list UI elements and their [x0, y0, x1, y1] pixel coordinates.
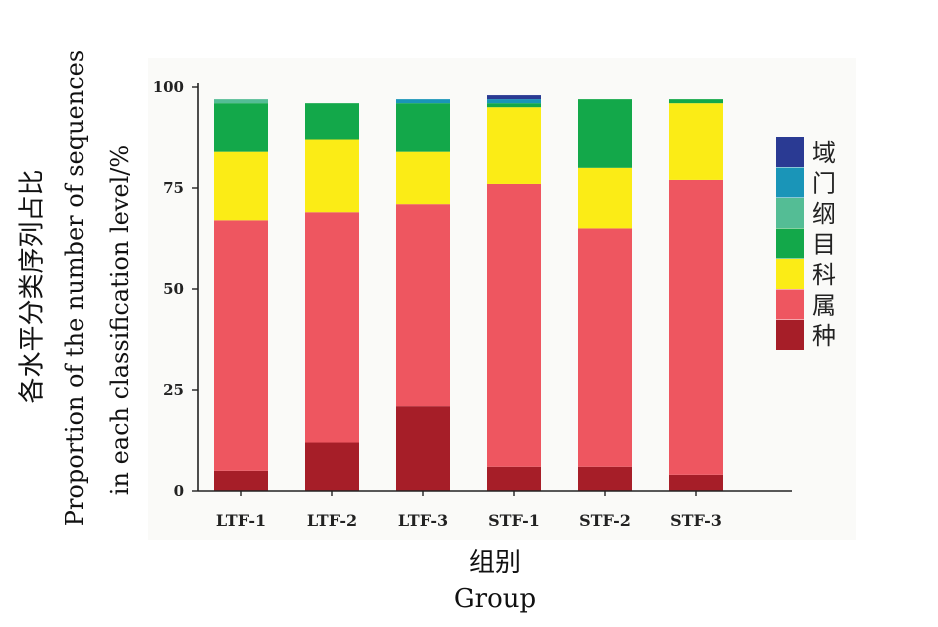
bar-segment-ltf-1-s2: [214, 151, 268, 221]
bar-segment-stf-3-s2: [669, 103, 723, 180]
y-tick-label-0: 0: [174, 482, 184, 500]
x-tick-label-stf-2: STF-2: [579, 511, 631, 530]
bar-segment-stf-2-s2: [578, 167, 632, 229]
legend-label-3: 目: [812, 231, 836, 259]
legend-swatch-0: [776, 137, 804, 167]
legend-label-1: 门: [812, 170, 836, 198]
bar-segment-ltf-1-s4: [214, 99, 268, 104]
bar-segment-stf-1-s2: [487, 107, 541, 184]
bar-segment-stf-3-s3: [669, 99, 723, 104]
y-tick-label-75: 75: [163, 179, 184, 197]
x-tick-label-ltf-3: LTF-3: [398, 511, 448, 530]
y-axis-label-chinese: 各水平分类序列占比: [17, 169, 48, 404]
bar-segment-stf-1-s0: [487, 466, 541, 491]
legend-label-2: 纲: [812, 200, 836, 228]
legend-swatch-3: [776, 228, 804, 259]
bar-segment-ltf-3-s2: [396, 151, 450, 205]
bar-segment-stf-2-s1: [578, 228, 632, 467]
y-tick-label-25: 25: [163, 381, 184, 399]
bar-segment-stf-1-s1: [487, 183, 541, 467]
bar-segment-ltf-2-s0: [305, 442, 359, 491]
bar-segment-ltf-3-s1: [396, 204, 450, 407]
legend-swatch-1: [776, 167, 804, 198]
bar-segment-ltf-2-s3: [305, 103, 359, 140]
bar-segment-stf-1-s5: [487, 99, 541, 104]
legend-swatch-4: [776, 259, 804, 289]
y-axis-label-english-line1: Proportion of the number of sequences: [61, 49, 89, 527]
x-tick-label-stf-3: STF-3: [670, 511, 722, 530]
bars-layer: [214, 95, 723, 491]
bar-segment-ltf-3-s5: [396, 99, 450, 104]
bar-segment-stf-1-s6: [487, 95, 541, 100]
bar-segment-ltf-3-s3: [396, 103, 450, 152]
y-tick-label-100: 100: [153, 78, 184, 96]
bar-segment-ltf-2-s2: [305, 139, 359, 213]
legend-label-5: 属: [812, 292, 836, 320]
bar-segment-stf-1-s3: [487, 103, 541, 108]
x-tick-label-ltf-1: LTF-1: [216, 511, 266, 530]
bar-segment-stf-2-s0: [578, 466, 632, 491]
x-axis-label-english: Group: [453, 584, 537, 614]
bar-segment-ltf-1-s1: [214, 220, 268, 471]
bar-segment-stf-2-s3: [578, 99, 632, 168]
legend-swatch-6: [776, 320, 804, 350]
x-axis-label-chinese: 组别: [468, 548, 521, 578]
bar-segment-ltf-1-s0: [214, 470, 268, 491]
legend-label-6: 种: [812, 322, 836, 350]
legend-label-4: 科: [812, 261, 836, 289]
axes-layer: 0 25 50 75 100 LTF-1 LTF-2 LTF-3 STF-1 STF-2 STF-3: [153, 78, 792, 530]
x-tick-label-stf-1: STF-1: [488, 511, 540, 530]
y-tick-label-50: 50: [163, 280, 184, 298]
legend-swatch-5: [776, 289, 804, 320]
y-axis-label-english-line2: in each classification level/%: [106, 144, 134, 496]
bar-segment-ltf-3-s0: [396, 406, 450, 491]
legend-swatch-2: [776, 198, 804, 228]
bar-segment-stf-3-s0: [669, 474, 723, 491]
bar-segment-stf-3-s1: [669, 179, 723, 475]
bar-segment-ltf-1-s3: [214, 103, 268, 152]
bar-segment-ltf-2-s1: [305, 212, 359, 443]
x-tick-label-ltf-2: LTF-2: [307, 511, 357, 530]
legend-label-0: 域: [812, 139, 836, 167]
